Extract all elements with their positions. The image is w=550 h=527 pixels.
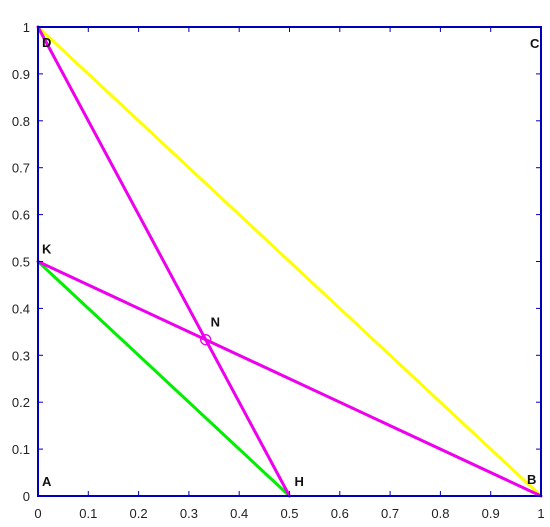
- y-tick-label: 0.4: [12, 301, 30, 316]
- segments-layer: [36, 25, 543, 498]
- point-labels-layer: A B C D K H N: [42, 35, 540, 489]
- y-tick-label: 0.5: [12, 255, 30, 270]
- x-tick-label: 0.2: [130, 506, 148, 521]
- intersection-marker: [199, 334, 212, 346]
- y-tick-label: 0.2: [12, 395, 30, 410]
- x-tick-label: 0.1: [79, 506, 97, 521]
- x-tick-label: 0.4: [230, 506, 248, 521]
- x-tick-label: 0: [34, 506, 41, 521]
- y-tick-label: 0.9: [12, 67, 30, 82]
- x-tick-label: 0.8: [431, 506, 449, 521]
- point-label-h: H: [295, 474, 304, 489]
- segment-kh: [36, 260, 291, 498]
- x-tick-label: 0.9: [482, 506, 500, 521]
- ticks-layer: 0 0.1 0.2 0.3 0.4 0.5 0.6 0.7 0.8 0.9 1 0 0.1 0.2 0.3 0…: [12, 20, 545, 521]
- x-tick-label: 0.6: [331, 506, 349, 521]
- y-tick-label: 0.6: [12, 208, 30, 223]
- x-tick-label: 0.3: [180, 506, 198, 521]
- y-tick-label: 1: [23, 20, 30, 35]
- segment-db: [36, 25, 543, 498]
- segment-dh: [36, 25, 291, 498]
- point-label-n: N: [211, 315, 220, 330]
- y-tick-label: 0.8: [12, 114, 30, 129]
- segment-kb: [36, 260, 543, 498]
- y-tick-label: 0: [23, 489, 30, 504]
- y-tick-label: 0.3: [12, 348, 30, 363]
- point-label-c: C: [530, 36, 540, 51]
- point-label-b: B: [527, 472, 536, 487]
- point-label-d: D: [42, 35, 51, 50]
- x-tick-label: 0.5: [280, 506, 298, 521]
- point-label-k: K: [42, 242, 52, 257]
- x-tick-label: 1: [537, 506, 544, 521]
- y-tick-label: 0.1: [12, 442, 30, 457]
- marker-layer: [199, 334, 212, 346]
- point-label-a: A: [42, 474, 52, 489]
- y-tick-label: 0.7: [12, 161, 30, 176]
- x-tick-label: 0.7: [381, 506, 399, 521]
